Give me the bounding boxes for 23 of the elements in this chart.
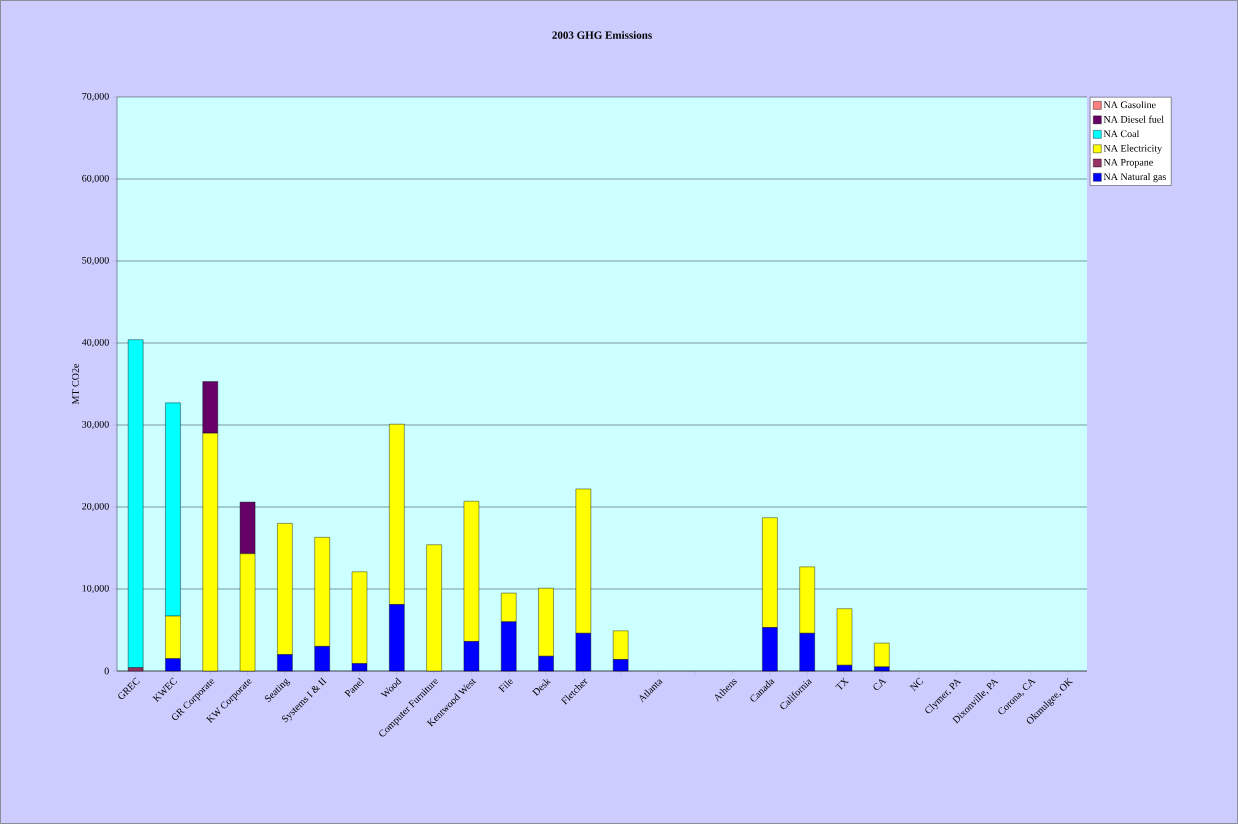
y-tick-label: 40,000 [81, 338, 109, 348]
y-tick-label: 20,000 [82, 502, 109, 512]
y-tick-label: 10,000 [82, 584, 109, 594]
legend-label: NA Coal [1103, 130, 1140, 138]
legend-label: NA Gasoline [1103, 101, 1156, 109]
y-tick-label: 30,000 [82, 420, 109, 430]
y-tick-label: 70,000 [82, 92, 109, 102]
x-tick-label: NC [909, 677, 924, 692]
chart-title: 2003 GHG Emissions [552, 31, 652, 39]
legend-label: NA Natural gas [1103, 173, 1166, 183]
x-tick-label: TX [835, 677, 850, 690]
x-tick-label: File [498, 679, 514, 693]
y-tick-label: 0 [104, 667, 109, 675]
x-tick-label: CA [873, 679, 887, 690]
legend-label: NA Diesel fuel [1103, 115, 1164, 123]
y-tick-label: 50,000 [82, 256, 109, 266]
y-axis-title: MT CO2e [72, 363, 79, 405]
x-tick-label: Desk [532, 678, 551, 697]
y-tick-label: 60,000 [82, 174, 109, 184]
bar [874, 642, 890, 668]
bar [127, 339, 144, 668]
legend-label: NA Propane [1103, 158, 1153, 168]
legend-label: NA Electricity [1103, 144, 1163, 154]
